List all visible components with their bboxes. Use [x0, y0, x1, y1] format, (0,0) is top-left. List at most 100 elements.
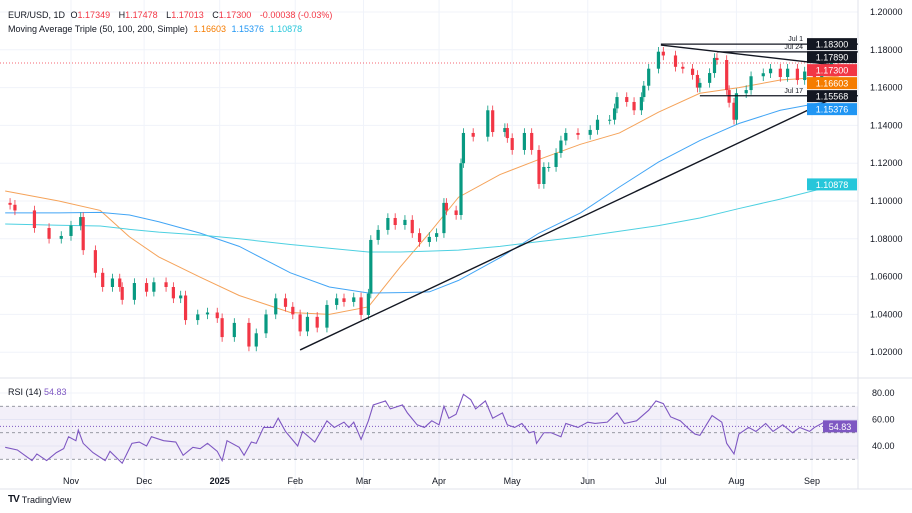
candle-body [681, 66, 685, 69]
ma-legend: Moving Average Triple (50, 100, 200, Sim… [8, 24, 305, 34]
candle-body [642, 85, 646, 98]
candle-body [335, 298, 339, 305]
candle-body [559, 140, 563, 153]
ma-price-badge: 1.16603 [816, 79, 849, 89]
candle-body [264, 314, 268, 334]
time-tick-label: Sep [804, 476, 820, 486]
candle-body [232, 322, 236, 338]
time-tick-label: Aug [728, 476, 744, 486]
candle-body [712, 57, 717, 74]
candle-body [427, 236, 431, 243]
rsi-tick-label: 40.00 [872, 441, 895, 451]
candle-body [366, 293, 370, 315]
price-tick-label: 1.02000 [870, 347, 903, 357]
candle-body [661, 51, 665, 56]
rsi-title: RSI (14) [8, 387, 42, 397]
candle-body [291, 306, 295, 315]
ma100-value: 1.15376 [231, 24, 265, 34]
candle-body [205, 312, 210, 315]
price-tick-label: 1.14000 [870, 120, 903, 130]
candle-body [547, 166, 551, 168]
descending-trendline [660, 44, 835, 66]
candle-body [410, 219, 414, 234]
close-label: C [212, 10, 219, 20]
candle-body [101, 272, 105, 287]
level-date-label: Jul 17 [784, 88, 803, 95]
sma-200-line [5, 183, 839, 253]
candle-body [144, 283, 149, 292]
candle-body [118, 278, 122, 287]
rsi-line [5, 393, 839, 465]
open-value: 1.17349 [77, 10, 111, 20]
candle-body [698, 82, 702, 88]
candle-body [444, 202, 448, 211]
candle-body [183, 295, 188, 321]
candle-body [727, 90, 731, 103]
ma-price-badge: 1.15376 [816, 105, 849, 115]
price-tick-label: 1.16000 [870, 83, 903, 93]
candle-body [510, 138, 514, 150]
rsi-badge: 54.83 [829, 422, 852, 432]
candle-body [283, 298, 288, 307]
low-label: L [166, 10, 172, 20]
candle-body [761, 73, 765, 77]
candle-body [59, 235, 63, 239]
candle-body [690, 68, 695, 75]
price-tick-label: 1.10000 [870, 196, 903, 206]
high-value: 1.17478 [125, 10, 158, 20]
candle-body [795, 68, 799, 81]
candle-body [454, 210, 458, 215]
candle-body [615, 97, 619, 109]
ma-price-badge-bg [807, 77, 857, 90]
tradingview-logo[interactable]: TV TradingView [8, 494, 71, 505]
ma50-value: 1.16603 [193, 24, 226, 34]
ma200-value: 1.10878 [269, 24, 303, 34]
tradingview-logo-icon: TV [8, 494, 20, 505]
candle-body [612, 108, 617, 120]
candle-body [639, 97, 643, 111]
high-label: H [118, 10, 126, 20]
candle-body [442, 202, 446, 234]
candle-body [588, 129, 592, 135]
candle-body [786, 68, 790, 78]
last-price-badge: 1.17300 [816, 66, 849, 76]
candle-body [503, 128, 507, 133]
candle-body [732, 102, 736, 120]
candle-body [486, 110, 490, 137]
candle-body [93, 250, 97, 273]
time-tick-label: Jun [580, 476, 595, 486]
candle-body [152, 282, 156, 292]
candle-body [595, 119, 600, 130]
price-tick-label: 1.04000 [870, 309, 903, 319]
candle-body [369, 239, 373, 294]
candle-body [778, 68, 782, 78]
candle-body [435, 233, 439, 237]
candle-body [744, 90, 748, 94]
candle-body [254, 333, 258, 347]
candle-body [164, 282, 168, 287]
candle-body [298, 314, 302, 332]
low-value: 1.17013 [171, 10, 204, 20]
candle-body [542, 166, 546, 184]
candle-body [656, 51, 661, 69]
candle-body [196, 314, 200, 321]
candle-body [715, 57, 719, 61]
candle-body [749, 76, 753, 91]
candle-body [325, 304, 329, 328]
time-tick-label: Jul [655, 476, 667, 486]
candle-body [8, 202, 12, 205]
candle-body [171, 286, 175, 299]
ma-price-badge-bg [807, 178, 857, 191]
rsi-tick-label: 60.00 [872, 415, 895, 425]
candle-body [32, 210, 37, 229]
time-tick-label: May [504, 476, 522, 486]
candle-body [69, 225, 73, 236]
candle-body [274, 298, 278, 315]
candle-body [522, 132, 526, 150]
candle-body [491, 110, 495, 133]
ascending-trendline [299, 92, 844, 351]
candle-body [632, 101, 636, 111]
candle-body [537, 149, 541, 184]
candle-body [386, 218, 390, 230]
